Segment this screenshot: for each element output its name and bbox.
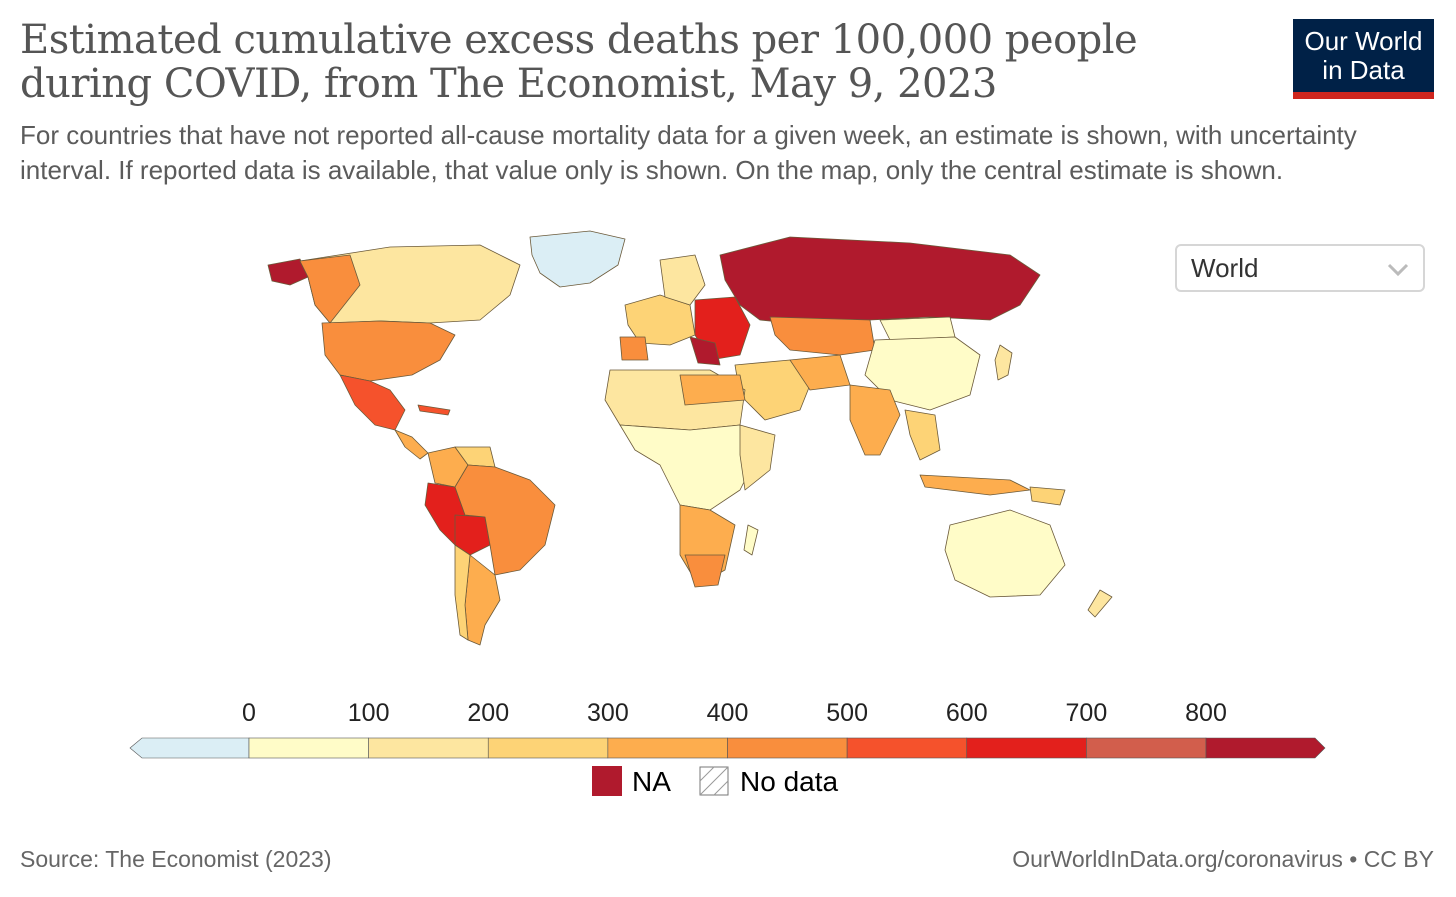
legend-bin [727,737,848,759]
title-line-2: during COVID, from The Economist, May 9,… [20,61,997,107]
region-madagascar [743,524,759,556]
legend-bin [129,737,250,759]
region-libya-egypt [679,374,746,406]
region-south-africa [684,554,726,588]
region-papua [1029,486,1066,506]
region-new-zealand [1087,589,1113,618]
legend-bin [966,737,1087,759]
region-balkans [689,336,721,366]
world-map[interactable] [150,225,1170,665]
region-mexico [339,374,406,431]
legend-tick-label: 0 [242,699,256,727]
map-legend: 0 100 200 300 400 500 600 700 800 NA No data [129,699,1326,797]
region-mongolia [879,316,956,341]
legend-tick-label: 700 [1066,699,1108,727]
na-swatch [592,766,622,796]
legend-bin [1205,737,1326,759]
region-india [849,384,901,456]
region-scandinavia [659,254,706,306]
region-se-asia [904,409,941,461]
legend-bin [607,737,728,759]
region-east-africa [739,424,776,491]
legend-bin [248,737,369,759]
region-greenland [529,230,626,288]
source-link[interactable]: OurWorldInData.org/coronavirus • CC BY [1012,846,1434,872]
na-label: NA [632,766,671,797]
chart-subtitle: For countries that have not reported all… [20,120,1357,185]
legend-tick-label: 500 [826,699,868,727]
source-note: Source: The Economist (2023) [20,846,332,872]
logo-line-1: Our World [1304,26,1423,56]
region-indonesia [919,474,1031,496]
legend-bins [129,737,1326,759]
legend-bin [368,737,489,759]
legend-tick-label: 600 [946,699,988,727]
region-central-asia [769,316,876,356]
owid-logo[interactable]: Our World in Data [1293,19,1434,99]
title-line-1: Estimated cumulative excess deaths per 1… [20,17,1138,63]
legend-bin [1086,737,1207,759]
legend-tick-label: 200 [467,699,509,727]
region-selector[interactable]: World [1175,244,1425,292]
region-china [864,336,981,411]
region-central-america [394,429,429,460]
legend-bin [487,737,609,759]
legend-tick-label: 100 [348,699,390,727]
region-alaska [267,258,309,286]
region-russia [719,236,1041,326]
region-australia [944,509,1066,598]
nodata-label: No data [740,766,838,797]
logo-line-2: in Data [1322,55,1405,85]
nodata-swatch [699,766,729,796]
legend-tick-label: 400 [707,699,749,727]
region-chile [454,544,471,641]
region-japan [994,344,1013,381]
chart-title: Estimated cumulative excess deaths per 1… [20,18,1200,106]
region-selector-value: World [1191,253,1259,283]
legend-tick-label: 800 [1185,699,1227,727]
region-central-africa [619,424,761,511]
chevron-down-icon [1387,263,1409,277]
region-usa [321,320,456,382]
legend-tick-label: 300 [587,699,629,727]
legend-bin [846,737,968,759]
region-brazil [454,464,556,576]
region-iberia [619,336,649,361]
legend-ticks: 0 100 200 300 400 500 600 700 800 [242,699,1227,727]
region-cuba [417,404,451,416]
